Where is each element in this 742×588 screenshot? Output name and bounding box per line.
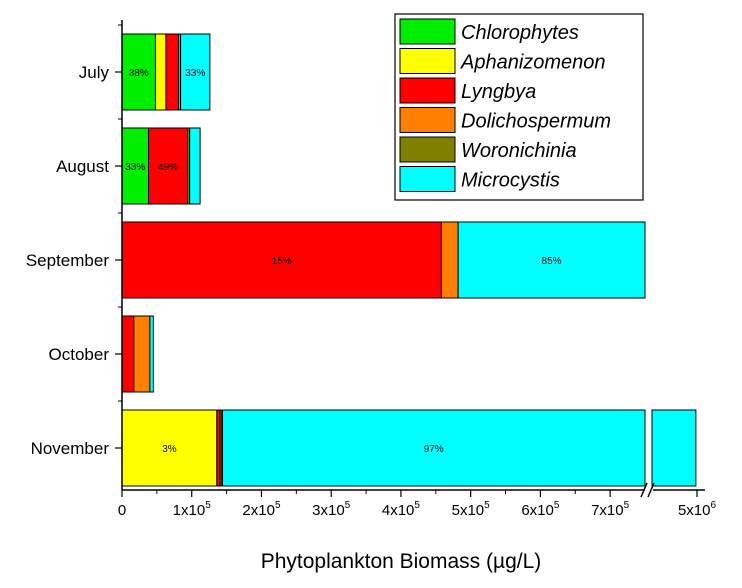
bar-august-microcystis [189, 127, 201, 205]
bar-label-august-chlorophytes: 33% [125, 162, 145, 173]
legend-swatch-dolichospermum [399, 107, 456, 133]
x-tick-label: 5x105 [452, 500, 491, 519]
legend-swatch-lyngbya [399, 77, 456, 104]
bar-november-microcystis [221, 409, 646, 487]
x-tick-label: 2x105 [242, 500, 281, 519]
legend-label-lyngbya: Lyngbya [461, 81, 536, 103]
legend-swatch-chlorophytes [399, 18, 456, 45]
bar-label-august-lyngbya: 49% [158, 162, 178, 173]
bar-labels-layer: 38% 33% 33% 49% 15% 85% 3% 97% [125, 68, 561, 455]
axes-layer: 0 1x105 2x105 3x105 4x105 5x105 6x105 7x105 5x10… [26, 20, 717, 519]
y-tick-label-november: November [31, 439, 110, 458]
legend-label-chlorophytes: Chlorophytes [461, 22, 579, 44]
bars-layer [121, 33, 697, 487]
bar-october-dolichospermum [133, 315, 151, 393]
y-tick-label-october: October [49, 345, 110, 364]
bar-label-november-microcystis: 97% [424, 444, 444, 455]
x-tick-label: 7x105 [591, 500, 630, 519]
legend-swatch-aphanizomenon [399, 48, 456, 74]
bar-september-microcystis [457, 221, 646, 299]
x-tick-label: 6x105 [521, 500, 560, 519]
y-tick-label-september: September [26, 251, 109, 270]
bar-label-september-microcystis: 85% [542, 256, 562, 267]
legend: Chlorophytes Aphanizomenon Lyngbya Dolichos… [394, 13, 644, 201]
axis-break-mark [640, 482, 648, 498]
legend-label-dolichospermum: Dolichospermum [461, 111, 611, 133]
x-tick-label-after-break: 5x106 [678, 500, 717, 519]
bar-july-aphanizomenon [154, 33, 167, 111]
bar-october-lyngbya [121, 315, 135, 393]
bar-september-dolichospermum [440, 221, 459, 299]
x-tick-label: 1x105 [173, 500, 212, 519]
x-tick-label: 0 [118, 502, 126, 519]
bar-november-aphanizomenon [121, 409, 218, 487]
legend-swatch-woronichinia [399, 136, 456, 163]
y-tick-label-august: August [56, 157, 109, 176]
bar-july-lyngbya [165, 33, 179, 111]
bar-november-microcystis-after-break [651, 409, 697, 487]
bar-label-july-microcystis: 33% [185, 68, 205, 79]
bar-july-chlorophytes [121, 33, 156, 111]
bar-label-july-chlorophytes: 38% [129, 68, 149, 79]
bar-label-september-lyngbya: 15% [272, 256, 292, 267]
bar-label-november-aphanizomenon: 3% [162, 444, 177, 455]
x-axis-title: Phytoplankton Biomass (µg/L) [261, 550, 542, 573]
legend-label-woronichinia: Woronichinia [461, 140, 577, 162]
x-tick-label: 3x105 [312, 500, 351, 519]
y-tick-label-july: July [79, 63, 110, 82]
axis-break-mark [647, 482, 655, 498]
bar-july-microcystis [180, 33, 211, 111]
legend-label-microcystis: Microcystis [461, 170, 560, 192]
legend-label-aphanizomenon: Aphanizomenon [460, 52, 606, 74]
x-tick-label: 4x105 [382, 500, 421, 519]
bar-october-microcystis [149, 315, 154, 393]
legend-swatch-microcystis [399, 166, 456, 192]
